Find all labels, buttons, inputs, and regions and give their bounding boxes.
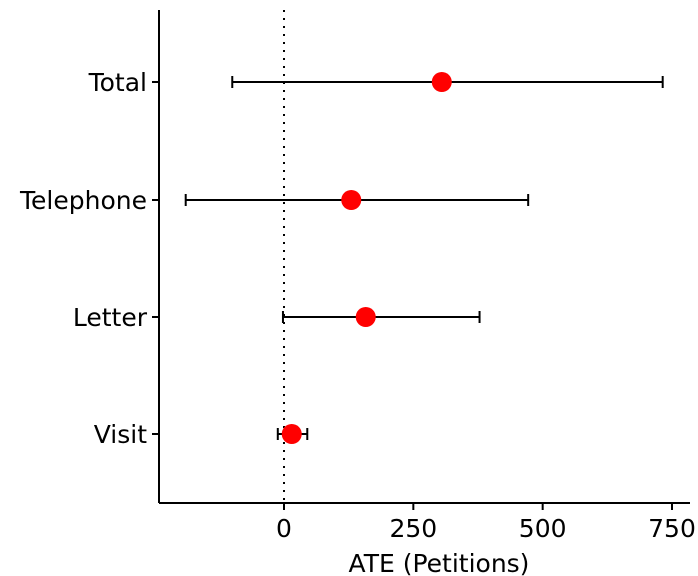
x-tick-label: 500 (519, 514, 567, 543)
y-tick-label: Total (88, 68, 147, 97)
x-tick-label: 0 (276, 514, 292, 543)
estimate-point (281, 424, 302, 444)
x-tick-label: 250 (389, 514, 437, 543)
y-tick-label: Telephone (19, 186, 147, 215)
estimate-point (341, 190, 362, 210)
x-tick-label: 750 (648, 514, 696, 543)
point-layer (281, 72, 452, 444)
estimate-point (355, 307, 376, 327)
errorbar-layer (184, 76, 664, 440)
estimate-point (431, 72, 452, 92)
axes: Total Telephone Letter Visit 0 250 500 750 (19, 10, 696, 543)
x-axis-title: ATE (Petitions) (349, 549, 530, 576)
y-tick-label: Letter (73, 303, 148, 332)
y-tick-label: Visit (94, 420, 147, 449)
